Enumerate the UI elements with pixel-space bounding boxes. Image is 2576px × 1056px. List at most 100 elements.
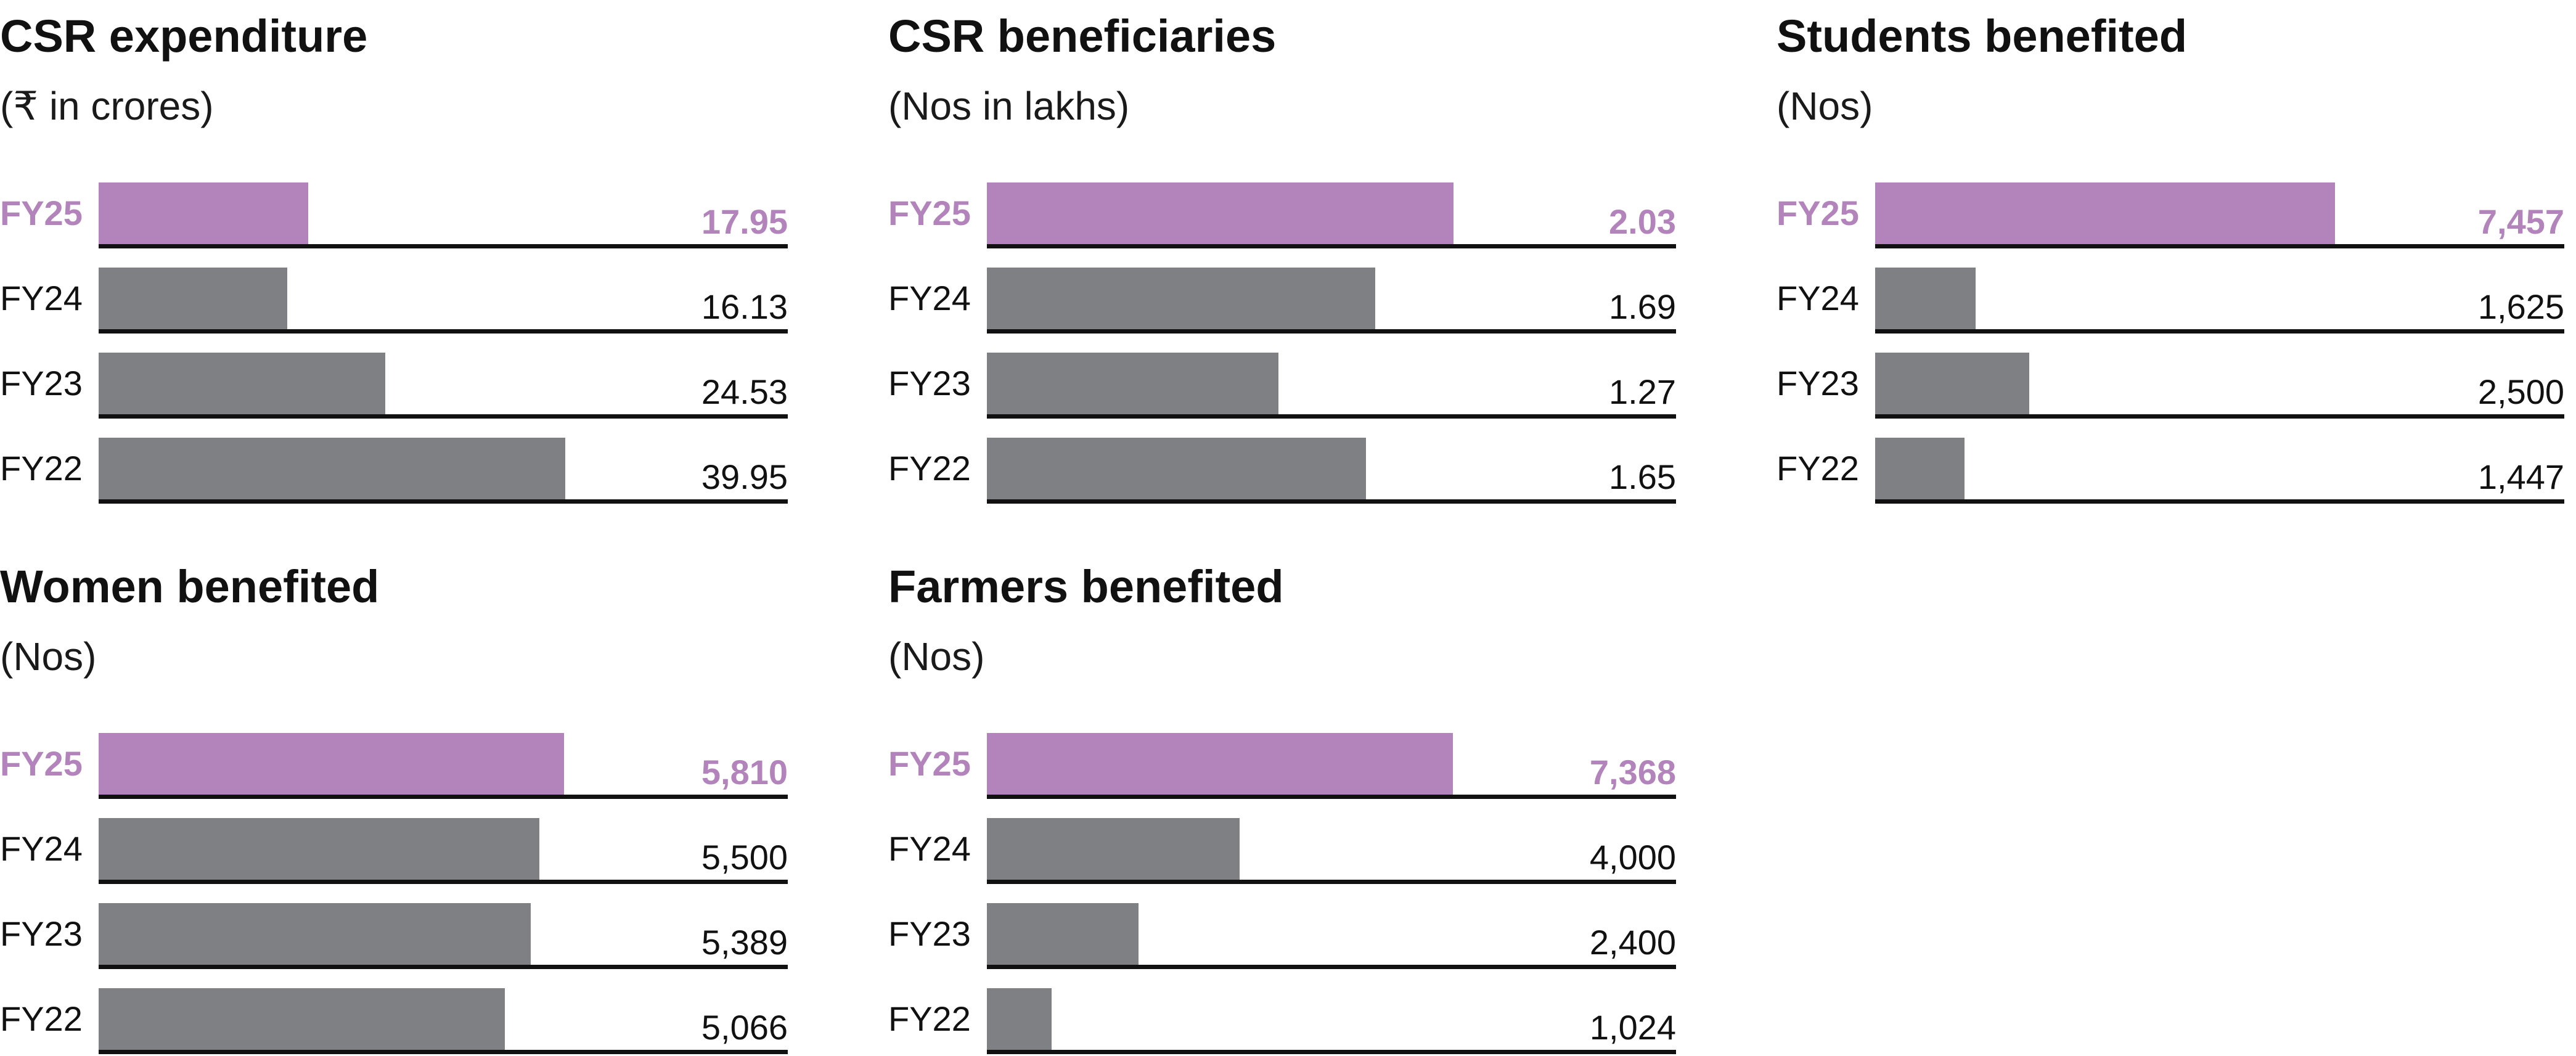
value-label: 24.53 [701, 372, 788, 411]
bar-fy23 [1875, 353, 2029, 414]
category-label: FY22 [0, 999, 83, 1038]
value-label: 5,810 [701, 753, 788, 792]
category-label: FY22 [888, 449, 971, 488]
csr-expenditure-chart: CSR expenditure (₹ in crores) FY25 17.95 FY2… [0, 0, 788, 505]
bar-baseline [99, 499, 788, 504]
category-label: FY22 [888, 999, 971, 1038]
value-label: 4,000 [1589, 838, 1676, 877]
bar-row-fy22: FY22 1,024 [888, 988, 1676, 1056]
bar-row-fy22: FY22 39.95 [0, 438, 788, 505]
value-label: 7,368 [1589, 753, 1676, 792]
category-label: FY23 [0, 364, 83, 403]
bar-fy24 [99, 268, 287, 329]
bar-fy24 [1875, 268, 1976, 329]
bar-track: 39.95 [99, 438, 788, 504]
bar-track: 24.53 [99, 353, 788, 419]
bar-fy24 [987, 818, 1240, 880]
bar-track: 2,500 [1875, 353, 2564, 419]
bar-row-fy25: FY25 17.95 [0, 182, 788, 250]
bar-row-fy23: FY23 5,389 [0, 903, 788, 971]
category-label: FY25 [888, 744, 971, 783]
category-label: FY24 [888, 279, 971, 317]
value-label: 7,457 [2477, 202, 2564, 241]
bar-row-fy23: FY23 2,400 [888, 903, 1676, 971]
bar-baseline [987, 965, 1676, 969]
chart-unit-label: (Nos) [888, 634, 985, 679]
bar-fy22 [987, 438, 1366, 499]
category-label: FY24 [0, 829, 83, 868]
bar-fy25 [987, 733, 1453, 795]
value-label: 2.03 [1609, 202, 1676, 241]
bar-baseline [99, 244, 788, 248]
bar-fy23 [99, 903, 531, 965]
chart-title: Farmers benefited [888, 561, 1284, 612]
bar-fy23 [987, 353, 1279, 414]
bar-baseline [99, 795, 788, 799]
category-label: FY24 [1777, 279, 1859, 317]
category-label: FY25 [1777, 194, 1859, 232]
chart-unit-label: (Nos) [1777, 84, 1873, 128]
bar-track: 4,000 [987, 818, 1676, 884]
bar-row-fy24: FY24 16.13 [0, 268, 788, 335]
bar-row-fy23: FY23 24.53 [0, 353, 788, 420]
value-label: 2,400 [1589, 923, 1676, 962]
bar-baseline [987, 414, 1676, 419]
bar-track: 1.69 [987, 268, 1676, 334]
bar-rows: FY25 7,457 FY24 1,625 FY23 2,500 FY22 1,447 [1777, 182, 2564, 504]
bar-baseline [1875, 499, 2564, 504]
bar-baseline [987, 880, 1676, 884]
bar-track: 5,389 [99, 903, 788, 969]
bar-baseline [987, 499, 1676, 504]
bar-rows: FY25 5,810 FY24 5,500 FY23 5,389 FY22 5,066 [0, 733, 788, 1054]
csr-beneficiaries-chart: CSR beneficiaries (Nos in lakhs) FY25 2.03 F… [888, 0, 1676, 505]
bar-fy22 [99, 438, 565, 499]
bar-baseline [99, 1050, 788, 1054]
bar-track: 16.13 [99, 268, 788, 334]
value-label: 2,500 [2477, 372, 2564, 411]
category-label: FY23 [0, 914, 83, 953]
bar-fy22 [1875, 438, 1965, 499]
bar-fy22 [99, 988, 505, 1050]
value-label: 1.69 [1609, 287, 1676, 326]
bar-rows: FY25 2.03 FY24 1.69 FY23 1.27 FY22 1.65 [888, 182, 1676, 505]
bar-fy25 [1875, 182, 2335, 244]
bar-row-fy22: FY22 1.65 [888, 438, 1676, 505]
value-label: 5,066 [701, 1008, 788, 1047]
bar-fy25 [99, 182, 309, 244]
bar-row-fy24: FY24 4,000 [888, 818, 1676, 886]
bar-fy25 [987, 182, 1454, 244]
bar-track: 1,625 [1875, 268, 2564, 334]
bar-track: 2,400 [987, 903, 1676, 969]
bar-baseline [987, 795, 1676, 799]
bar-track: 1.27 [987, 353, 1676, 419]
value-label: 5,389 [701, 923, 788, 962]
bar-track: 1,024 [987, 988, 1676, 1054]
category-label: FY25 [0, 194, 83, 232]
bar-baseline [1875, 329, 2564, 334]
bar-fy24 [99, 818, 539, 880]
bar-row-fy24: FY24 1.69 [888, 268, 1676, 335]
category-label: FY24 [0, 279, 83, 317]
chart-unit-label: (Nos) [0, 634, 97, 679]
bar-fy24 [987, 268, 1375, 329]
chart-unit-label: (Nos in lakhs) [888, 84, 1130, 128]
category-label: FY23 [888, 914, 971, 953]
bar-baseline [1875, 244, 2564, 248]
bar-baseline [1875, 414, 2564, 419]
chart-title: Students benefited [1777, 10, 2188, 62]
bar-fy25 [99, 733, 565, 795]
bar-track: 1,447 [1875, 438, 2564, 504]
category-label: FY23 [1777, 364, 1859, 403]
category-label: FY22 [0, 449, 83, 488]
value-label: 16.13 [701, 287, 788, 326]
bar-track: 17.95 [99, 182, 788, 248]
chart-title: CSR beneficiaries [888, 10, 1277, 62]
value-label: 1.65 [1609, 457, 1676, 496]
value-label: 1,625 [2477, 287, 2564, 326]
category-label: FY24 [888, 829, 971, 868]
category-label: FY22 [1777, 449, 1859, 488]
bar-row-fy25: FY25 7,457 [1777, 182, 2564, 250]
bar-track: 2.03 [987, 182, 1676, 248]
bar-fy22 [987, 988, 1052, 1050]
bar-fy23 [99, 353, 385, 414]
